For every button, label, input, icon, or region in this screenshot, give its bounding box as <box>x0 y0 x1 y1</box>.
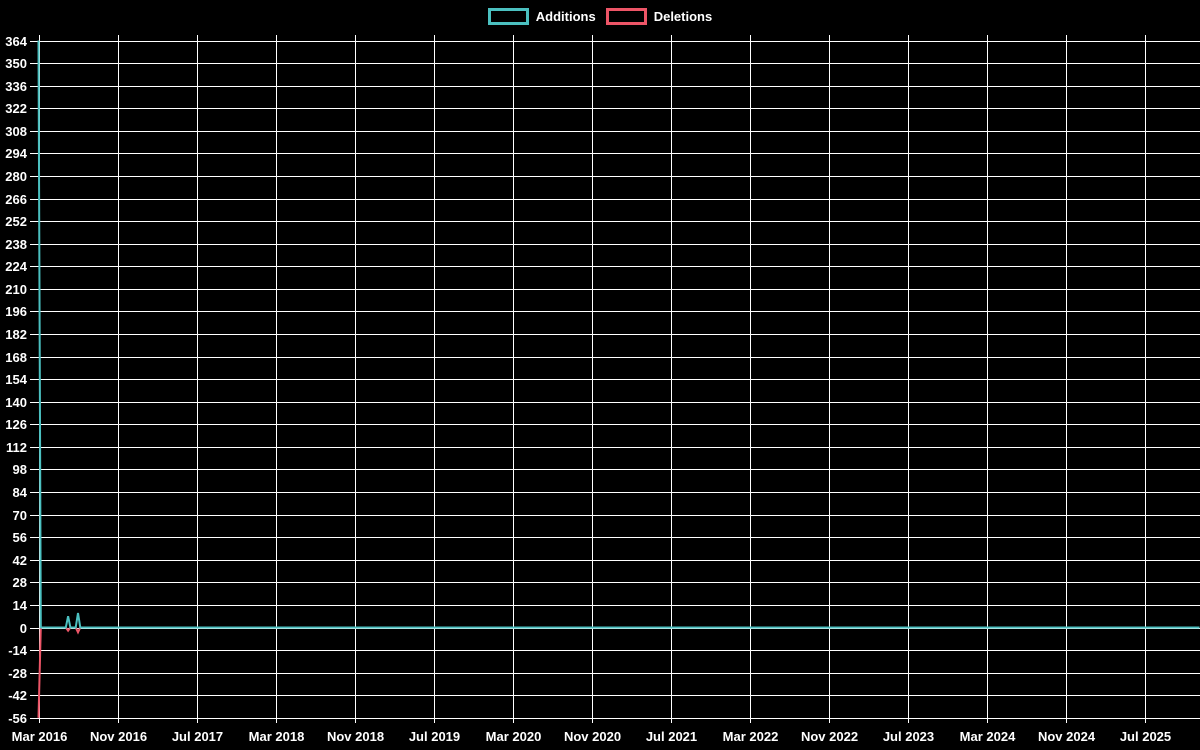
y-tick-label: 84 <box>13 485 28 500</box>
y-tick-label: 224 <box>5 259 27 274</box>
y-tick-label: 210 <box>5 282 27 297</box>
deletions-swatch-icon <box>605 8 647 25</box>
x-tick-label: Nov 2022 <box>801 729 858 744</box>
y-tick-label: 56 <box>13 530 27 545</box>
legend-label-deletions: Deletions <box>653 9 713 24</box>
x-tick-label: Nov 2020 <box>564 729 621 744</box>
y-tick-label: 294 <box>5 146 27 161</box>
additions-swatch-icon <box>487 8 529 25</box>
x-tick-label: Mar 2018 <box>249 729 305 744</box>
x-tick-label: Jul 2021 <box>646 729 697 744</box>
series-line-deletions <box>37 626 1200 718</box>
y-tick-label: 154 <box>5 372 27 387</box>
y-tick-label: 238 <box>5 237 27 252</box>
y-tick-label: 350 <box>5 56 27 71</box>
x-tick-label: Nov 2018 <box>327 729 384 744</box>
series-line-additions <box>37 40 1200 629</box>
y-tick-label: 168 <box>5 350 27 365</box>
y-tick-label: 0 <box>20 621 27 636</box>
x-tick-label: Jul 2023 <box>883 729 934 744</box>
x-tick-label: Mar 2016 <box>12 729 68 744</box>
x-tick-label: Jul 2025 <box>1120 729 1171 744</box>
legend-item-additions[interactable]: Additions <box>487 8 596 25</box>
x-tick-label: Jul 2019 <box>409 729 460 744</box>
y-tick-label: 252 <box>5 214 27 229</box>
legend-item-deletions[interactable]: Deletions <box>605 8 713 25</box>
y-tick-label: 14 <box>13 598 28 613</box>
y-tick-label: 28 <box>13 575 27 590</box>
legend-label-additions: Additions <box>535 9 596 24</box>
chart-legend: Additions Deletions <box>0 8 1200 25</box>
y-tick-label: -42 <box>8 688 27 703</box>
y-tick-label: 140 <box>5 395 27 410</box>
x-tick-label: Jul 2017 <box>172 729 223 744</box>
x-tick-label: Nov 2016 <box>90 729 147 744</box>
y-tick-label: 126 <box>5 417 27 432</box>
y-tick-label: 266 <box>5 192 27 207</box>
x-tick-label: Mar 2020 <box>486 729 542 744</box>
y-tick-label: 196 <box>5 304 27 319</box>
y-tick-label: 280 <box>5 169 27 184</box>
y-tick-label: -14 <box>8 643 28 658</box>
x-tick-label: Nov 2024 <box>1038 729 1096 744</box>
y-tick-label: 364 <box>5 34 27 49</box>
y-tick-label: 112 <box>6 440 27 455</box>
y-tick-label: 308 <box>5 124 27 139</box>
x-tick-label: Mar 2022 <box>723 729 779 744</box>
y-tick-label: 336 <box>5 79 27 94</box>
y-tick-label: 98 <box>13 462 27 477</box>
x-tick-label: Mar 2024 <box>960 729 1016 744</box>
y-tick-label: 70 <box>13 508 27 523</box>
y-tick-label: -56 <box>8 711 27 726</box>
y-tick-label: 322 <box>5 101 27 116</box>
y-tick-label: 182 <box>5 327 27 342</box>
y-tick-label: -28 <box>8 666 27 681</box>
y-tick-label: 42 <box>13 553 27 568</box>
